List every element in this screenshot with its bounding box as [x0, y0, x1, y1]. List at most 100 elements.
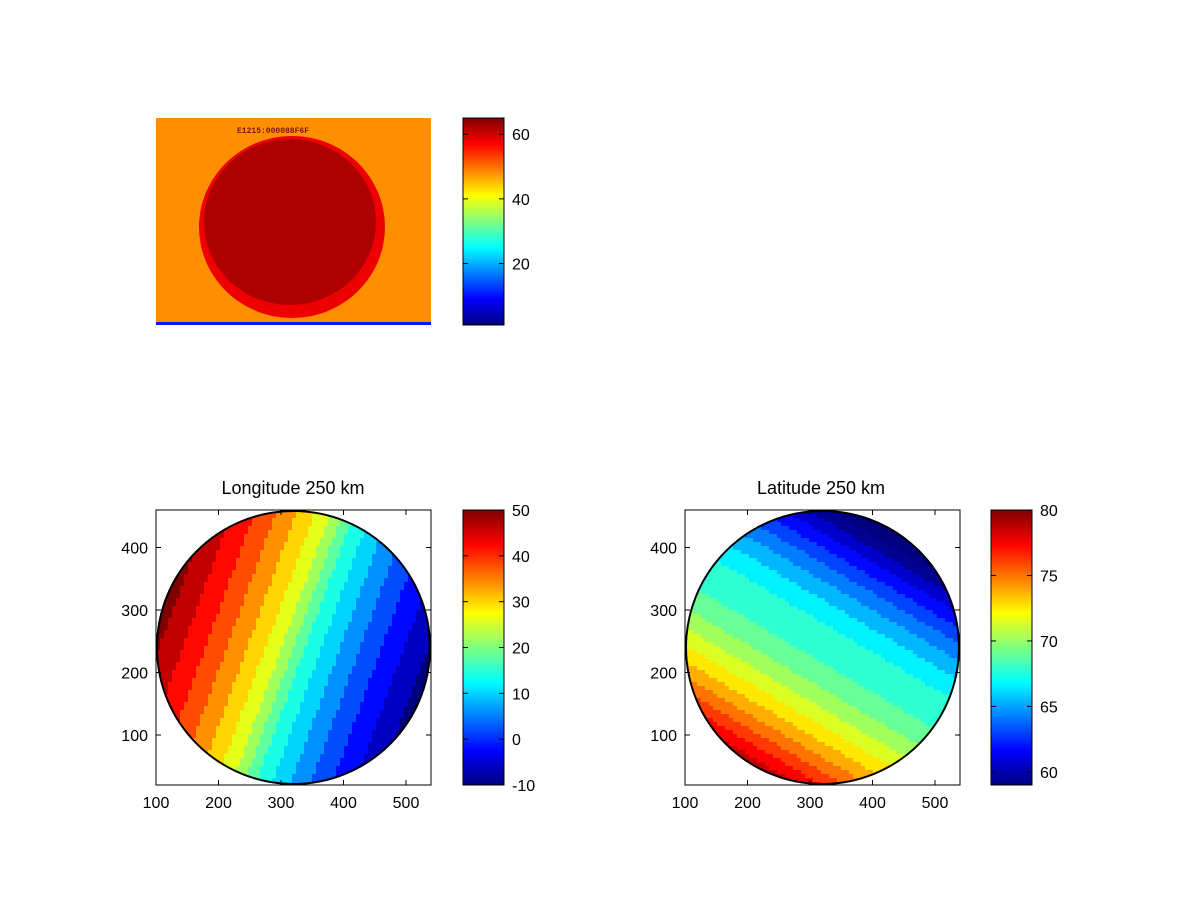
longitude-cell: [296, 622, 301, 627]
latitude-cell: [877, 530, 882, 535]
latitude-cell: [737, 566, 742, 571]
longitude-cell: [220, 730, 225, 735]
latitude-cell: [917, 554, 922, 559]
longitude-cell: [320, 730, 325, 735]
longitude-cell: [292, 670, 297, 675]
latitude-cell: [869, 530, 874, 535]
longitude-cell: [256, 694, 261, 699]
longitude-cell: [160, 666, 165, 671]
longitude-cell: [304, 770, 309, 775]
longitude-cell: [228, 598, 233, 603]
longitude-cell: [300, 646, 305, 651]
longitude-cell: [388, 666, 393, 671]
latitude-cell: [889, 550, 894, 555]
longitude-cell: [396, 698, 401, 703]
longitude-cell: [312, 642, 317, 647]
longitude-cell: [400, 590, 405, 595]
longitude-cell: [300, 606, 305, 611]
latitude-cell: [889, 522, 894, 527]
longitude-cell: [168, 574, 173, 579]
longitude-cell: [352, 738, 357, 743]
latitude-cell: [753, 570, 758, 575]
longitude-cell: [348, 730, 353, 735]
longitude-cell: [160, 614, 165, 619]
longitude-cell: [300, 714, 305, 719]
longitude-cell: [348, 742, 353, 747]
longitude-cell: [304, 686, 309, 691]
longitude-cell: [284, 718, 289, 723]
latitude-cell: [769, 526, 774, 531]
longitude-cell: [216, 750, 221, 755]
longitude-cell: [200, 538, 205, 543]
longitude-cell: [192, 666, 197, 671]
longitude-cell: [320, 590, 325, 595]
longitude-cell: [388, 658, 393, 663]
longitude-cell: [384, 638, 389, 643]
longitude-cell: [248, 718, 253, 723]
longitude-cell: [280, 730, 285, 735]
longitude-cell: [172, 594, 177, 599]
longitude-cell: [224, 730, 229, 735]
longitude-cell: [292, 746, 297, 751]
longitude-cell: [396, 606, 401, 611]
longitude-cell: [216, 562, 221, 567]
latitude-cell: [861, 534, 866, 539]
longitude-cell: [364, 582, 369, 587]
longitude-cell: [244, 622, 249, 627]
longitude-cell: [320, 634, 325, 639]
longitude-cell: [404, 614, 409, 619]
longitude-cell: [364, 690, 369, 695]
longitude-xtick-label: 200: [205, 795, 232, 812]
longitude-cell: [364, 666, 369, 671]
longitude-cell: [328, 534, 333, 539]
longitude-cell: [328, 602, 333, 607]
longitude-cell: [236, 622, 241, 627]
longitude-cell: [412, 686, 417, 691]
latitude-cell: [857, 582, 862, 587]
longitude-cell: [332, 690, 337, 695]
longitude-cell: [364, 698, 369, 703]
latitude-cell: [869, 522, 874, 527]
longitude-cell: [224, 674, 229, 679]
latitude-cell: [705, 574, 710, 579]
latitude-cell: [777, 570, 782, 575]
longitude-cell: [220, 634, 225, 639]
latitude-cell: [889, 530, 894, 535]
longitude-cell: [304, 706, 309, 711]
longitude-cell: [288, 510, 293, 515]
longitude-cell: [256, 566, 261, 571]
longitude-cell: [248, 594, 253, 599]
latitude-cell: [841, 538, 846, 543]
longitude-cell: [208, 762, 213, 767]
longitude-cell: [360, 710, 365, 715]
longitude-cell: [220, 598, 225, 603]
longitude-cell: [180, 598, 185, 603]
longitude-cell: [316, 730, 321, 735]
longitude-cell: [308, 578, 313, 583]
longitude-cell: [296, 654, 301, 659]
longitude-cell: [236, 598, 241, 603]
longitude-cell: [156, 646, 161, 651]
longitude-cell: [240, 646, 245, 651]
latitude-cell: [809, 574, 814, 579]
latitude-cell: [869, 574, 874, 579]
longitude-cell: [308, 598, 313, 603]
longitude-cell: [308, 642, 313, 647]
longitude-cell: [292, 654, 297, 659]
longitude-cell: [200, 550, 205, 555]
latitude-cell: [877, 542, 882, 547]
longitude-cell: [376, 702, 381, 707]
longitude-cell: [212, 658, 217, 663]
longitude-cell: [400, 666, 405, 671]
longitude-cell: [304, 558, 309, 563]
longitude-cell: [288, 570, 293, 575]
latitude-cell: [873, 546, 878, 551]
longitude-cell: [292, 770, 297, 775]
longitude-cell: [264, 614, 269, 619]
longitude-cell: [288, 722, 293, 727]
latitude-cell: [745, 574, 750, 579]
longitude-cell: [200, 546, 205, 551]
latitude-cell: [817, 550, 822, 555]
longitude-cell: [236, 754, 241, 759]
latitude-cell: [717, 562, 722, 567]
